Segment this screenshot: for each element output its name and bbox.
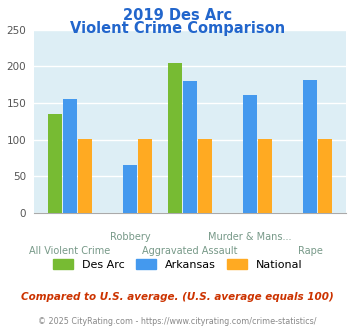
Text: 2019 Des Arc: 2019 Des Arc — [123, 8, 232, 23]
Bar — [48, 114, 62, 213]
Text: Violent Crime Comparison: Violent Crime Comparison — [70, 21, 285, 36]
Text: © 2025 CityRating.com - https://www.cityrating.com/crime-statistics/: © 2025 CityRating.com - https://www.city… — [38, 317, 317, 326]
Text: Murder & Mans...: Murder & Mans... — [208, 232, 292, 242]
Bar — [318, 139, 332, 213]
Bar — [258, 139, 272, 213]
Text: Robbery: Robbery — [110, 232, 150, 242]
Bar — [123, 165, 137, 213]
Bar — [243, 95, 257, 213]
Text: All Violent Crime: All Violent Crime — [29, 246, 110, 256]
Legend: Des Arc, Arkansas, National: Des Arc, Arkansas, National — [49, 255, 306, 274]
Text: Compared to U.S. average. (U.S. average equals 100): Compared to U.S. average. (U.S. average … — [21, 292, 334, 302]
Bar — [198, 139, 212, 213]
Text: Rape: Rape — [297, 246, 322, 256]
Bar — [183, 81, 197, 213]
Bar — [168, 63, 182, 213]
Text: Aggravated Assault: Aggravated Assault — [142, 246, 238, 256]
Bar — [62, 99, 77, 213]
Bar — [303, 80, 317, 213]
Bar — [78, 139, 92, 213]
Bar — [138, 139, 152, 213]
